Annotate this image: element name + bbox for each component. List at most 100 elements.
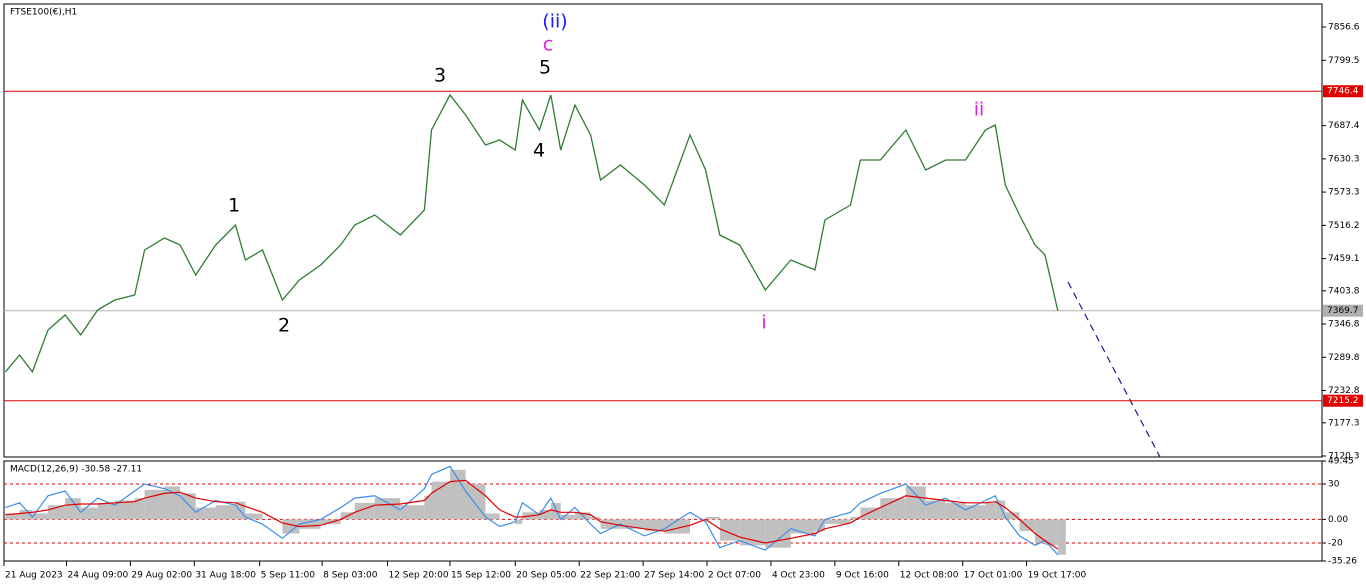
x-tick-label: 12 Sep 20:00: [388, 571, 448, 581]
x-tick-label: 29 Aug 02:00: [131, 571, 192, 581]
y-tick-label: 49.45: [1328, 457, 1354, 467]
macd-bar: [1057, 519, 1066, 555]
macd-bar: [965, 505, 986, 520]
y-tick-label: 7516.2: [1328, 221, 1360, 231]
wave-label: 3: [434, 65, 446, 87]
macd-bar: [880, 498, 906, 520]
macd-bar: [215, 505, 236, 520]
macd-bar: [644, 519, 665, 532]
macd-bar: [299, 519, 321, 529]
macd-bar: [985, 502, 996, 520]
macd-bar: [80, 507, 98, 520]
y-tick-label: 7687.4: [1328, 121, 1360, 131]
y-tick-label: 7177.3: [1328, 418, 1360, 428]
x-tick-label: 20 Sep 05:00: [516, 571, 576, 581]
level-label-box: [1323, 85, 1363, 98]
price-panel: [3, 3, 1323, 458]
macd-bar: [97, 502, 115, 520]
x-tick-label: 31 Aug 18:00: [195, 571, 256, 581]
wave-label: 2: [278, 315, 290, 337]
macd-bar: [164, 486, 181, 520]
x-tick-label: 19 Oct 17:00: [1028, 571, 1087, 581]
wave-label: 5: [539, 57, 551, 79]
x-tick-label: 15 Sep 12:00: [451, 571, 511, 581]
macd-bar: [539, 509, 551, 520]
macd-bar: [824, 519, 851, 525]
chart-title: FTSE100(€),H1: [10, 8, 77, 18]
x-tick-label: 4 Oct 23:00: [772, 571, 825, 581]
macd-bar: [995, 500, 1006, 520]
y-tick-label: 7799.5: [1328, 56, 1360, 66]
macd-bar: [400, 505, 425, 520]
y-tick-label: 7459.1: [1328, 254, 1360, 264]
macd-bar: [739, 519, 766, 546]
macd-bar: [1019, 519, 1036, 532]
macd-bar: [65, 498, 81, 520]
macd-line: [5, 465, 1059, 556]
y-tick-label: 7289.8: [1328, 353, 1360, 363]
wave-label: i: [761, 312, 766, 334]
x-tick-label: 8 Sep 03:00: [323, 571, 378, 581]
macd-bar: [560, 514, 575, 520]
y-tick-label: -35.26: [1328, 557, 1357, 567]
wave-label: 4: [533, 140, 545, 162]
y-tick-label: 7403.8: [1328, 286, 1360, 296]
signal-line: [5, 479, 1059, 550]
macd-bar: [814, 519, 825, 532]
macd-bar: [620, 519, 645, 529]
macd-bar: [485, 513, 500, 520]
y-tick-label: 7232.8: [1328, 386, 1360, 396]
macd-title: MACD(12,26,9) -30.58 -27.11: [10, 465, 142, 475]
x-tick-label: 22 Sep 21:00: [580, 571, 640, 581]
macd-bar: [465, 483, 486, 520]
macd-bar: [19, 509, 33, 520]
wave-label: (ii): [542, 11, 567, 33]
macd-bar: [449, 469, 466, 520]
macd-bar: [860, 507, 881, 520]
macd-bar: [195, 507, 216, 520]
x-tick-label: 17 Oct 01:00: [964, 571, 1023, 581]
macd-bar: [114, 500, 135, 520]
macd-bar: [134, 498, 145, 520]
macd-bar: [1035, 519, 1046, 543]
macd-bar: [790, 519, 815, 534]
level-label-box: [1323, 394, 1363, 407]
x-tick-label: 21 Aug 2023: [5, 571, 63, 581]
x-tick-label: 12 Oct 08:00: [900, 571, 959, 581]
projection-line: [1067, 281, 1161, 458]
y-tick-label: -20: [1328, 538, 1343, 548]
wave-label: ii: [974, 99, 985, 121]
wave-label: c: [543, 34, 553, 56]
macd-bar: [282, 519, 300, 534]
macd-bar: [905, 486, 926, 520]
y-tick-label: 7630.3: [1328, 154, 1360, 164]
macd-bar: [705, 517, 720, 520]
y-tick-label: 7120.3: [1328, 452, 1360, 462]
macd-bar: [850, 517, 861, 520]
macd-bar: [5, 513, 20, 520]
macd-bar: [765, 519, 791, 548]
macd-bar: [1045, 519, 1058, 546]
y-tick-label: 7573.3: [1328, 188, 1360, 198]
macd-bar: [945, 502, 966, 520]
level-label: 7746.4: [1327, 87, 1359, 97]
level-label: 7369.7: [1327, 306, 1359, 316]
macd-bar: [1005, 512, 1020, 520]
macd-bar: [32, 513, 49, 520]
macd-bar: [925, 500, 946, 520]
macd-bar: [374, 498, 401, 520]
level-label: 7215.2: [1327, 396, 1359, 406]
macd-bar: [424, 495, 432, 520]
y-tick-label: 7346.8: [1328, 320, 1360, 330]
macd-bar: [515, 519, 523, 525]
x-tick-label: 27 Sep 14:00: [644, 571, 704, 581]
level-label-box: [1323, 304, 1363, 317]
price-line: [4, 93, 1059, 374]
x-tick-label: 24 Aug 09:00: [67, 571, 128, 581]
x-tick-label: 5 Sep 11:00: [261, 571, 316, 581]
y-tick-label: 30: [1328, 479, 1340, 489]
y-tick-label: 0.00: [1328, 515, 1348, 525]
x-tick-label: 9 Oct 16:00: [836, 571, 889, 581]
macd-bar: [245, 513, 263, 520]
